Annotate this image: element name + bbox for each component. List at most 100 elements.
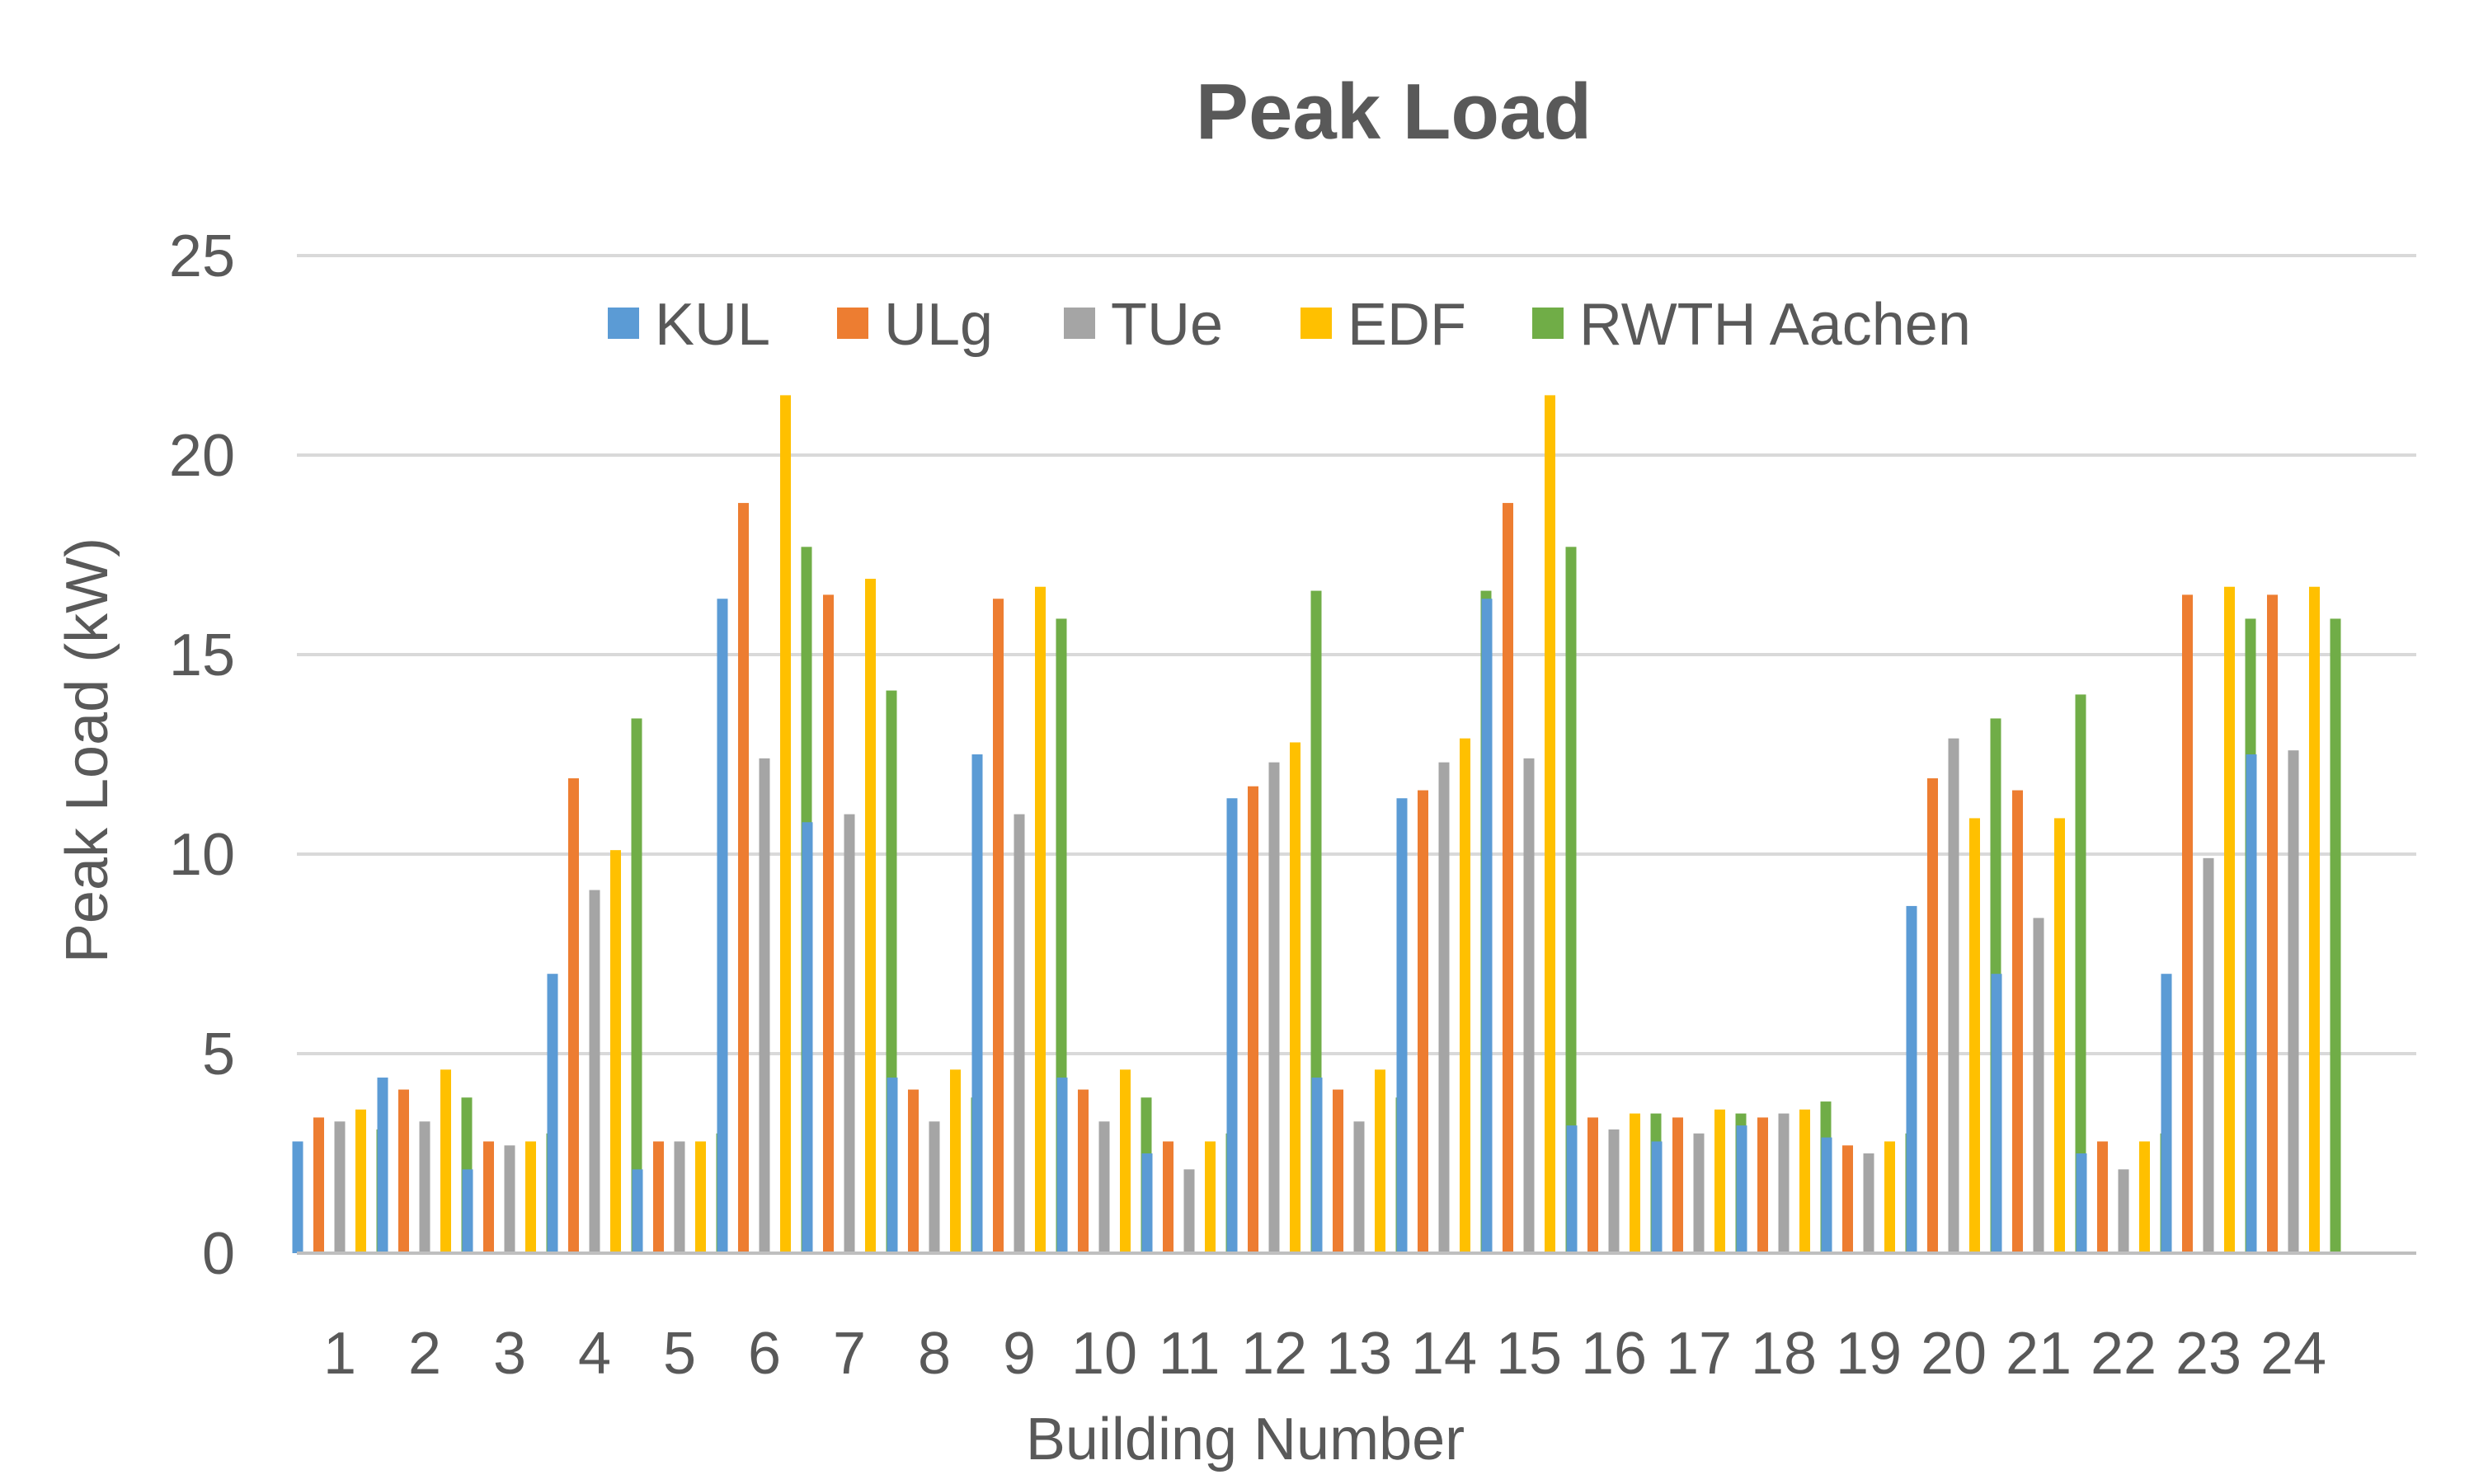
x-tick-label: 24	[2260, 1321, 2326, 1387]
y-tick-label: 5	[202, 1021, 235, 1087]
legend-label: RWTH Aachen	[1579, 292, 1971, 358]
bar-ulg	[1503, 503, 1513, 1253]
legend-swatch	[1532, 308, 1564, 339]
bar-ulg	[483, 1141, 494, 1253]
bar-ulg	[653, 1141, 664, 1253]
x-tick-label: 17	[1666, 1321, 1732, 1387]
bar-ulg	[1757, 1117, 1768, 1253]
y-axis-ticks: 0 5 10 15 20 25	[169, 223, 235, 1287]
bar-rwth-aachen	[1565, 547, 1577, 1253]
bar-kul	[717, 599, 728, 1253]
bar-kul	[1226, 798, 1238, 1253]
bar-edf	[525, 1141, 536, 1253]
x-tick-label: 11	[1159, 1321, 1221, 1387]
bar-tue	[1438, 762, 1450, 1253]
bar-ulg	[1842, 1145, 1853, 1253]
x-tick-label: 20	[1921, 1321, 1987, 1387]
bar-ulg	[738, 503, 749, 1253]
bar-kul	[1566, 1125, 1578, 1253]
bar-edf	[2309, 586, 2320, 1253]
bar-kul	[1821, 1137, 1832, 1253]
bar-edf	[2139, 1141, 2150, 1253]
bar-kul	[802, 822, 813, 1253]
bar-tue	[1268, 762, 1280, 1253]
x-tick-label: 10	[1071, 1321, 1137, 1387]
bar-kul	[292, 1141, 303, 1253]
bar-rwth-aachen	[631, 718, 642, 1253]
bar-edf	[1120, 1069, 1131, 1253]
bar-tue	[1863, 1153, 1874, 1253]
bar-kul	[377, 1078, 388, 1253]
bar-tue	[1608, 1129, 1620, 1253]
bar-ulg	[993, 599, 1004, 1253]
bar-tue	[1948, 738, 1959, 1253]
bar-tue	[504, 1145, 515, 1253]
bar-edf	[2224, 586, 2235, 1253]
bar-rwth-aachen	[2075, 694, 2086, 1253]
bar-edf	[1205, 1141, 1216, 1253]
legend-swatch	[837, 308, 868, 339]
x-tick-label: 7	[833, 1321, 866, 1387]
bar-edf	[1545, 395, 1555, 1253]
bar-edf	[950, 1069, 961, 1253]
bar-edf	[1375, 1069, 1385, 1253]
x-tick-label: 21	[2006, 1321, 2072, 1387]
legend-swatch	[1064, 308, 1095, 339]
x-axis-label: Building Number	[1026, 1407, 1465, 1472]
bar-tue	[1353, 1121, 1365, 1253]
legend-label: EDF	[1348, 292, 1466, 358]
bar-tue	[929, 1121, 940, 1253]
bar-rwth-aachen	[2330, 618, 2341, 1253]
x-tick-label: 15	[1496, 1321, 1562, 1387]
bar-edf	[1714, 1109, 1725, 1253]
x-tick-label: 1	[323, 1321, 356, 1387]
x-tick-label: 18	[1751, 1321, 1817, 1387]
bar-edf	[1799, 1109, 1810, 1253]
bar-ulg	[2012, 790, 2023, 1253]
bar-kul	[2246, 754, 2257, 1253]
legend-label: KUL	[655, 292, 770, 358]
bar-kul	[2161, 974, 2172, 1253]
x-tick-label: 3	[493, 1321, 526, 1387]
chart-title: Peak Load	[1196, 68, 1592, 156]
bar-ulg	[1333, 1089, 1343, 1253]
x-tick-label: 13	[1326, 1321, 1392, 1387]
bar-kul	[462, 1169, 473, 1253]
bar-tue	[589, 890, 600, 1253]
bar-tue	[1098, 1121, 1110, 1253]
x-tick-label: 23	[2175, 1321, 2241, 1387]
bar-kul	[887, 1078, 898, 1253]
y-axis-label: Peak Load (kW)	[54, 538, 120, 963]
bar-tue	[1778, 1113, 1790, 1253]
legend-swatch	[1300, 308, 1332, 339]
bar-tue	[1523, 758, 1535, 1253]
x-axis-ticks: 1 2 3 4 5 6 7 8 9 10 11 12 13 14 15 16 17 18 19 20 21 22 23 24	[323, 1321, 2326, 1387]
x-tick-label: 6	[748, 1321, 781, 1387]
legend: KUL ULg TUe EDF RWTH Aachen	[608, 292, 1971, 358]
bar-edf	[1290, 742, 1300, 1253]
bar-ulg	[1927, 778, 1938, 1253]
bar-ulg	[1163, 1141, 1174, 1253]
bar-kul	[1736, 1125, 1747, 1253]
bar-edf	[1035, 586, 1046, 1253]
bar-ulg	[1078, 1089, 1089, 1253]
x-tick-label: 4	[578, 1321, 611, 1387]
y-tick-label: 20	[169, 423, 235, 489]
bars	[292, 395, 2341, 1253]
bar-tue	[1014, 814, 1025, 1253]
bar-edf	[780, 395, 791, 1253]
bar-ulg	[568, 778, 579, 1253]
x-tick-label: 14	[1411, 1321, 1477, 1387]
bar-kul	[2076, 1153, 2087, 1253]
bar-edf	[1460, 738, 1470, 1253]
x-tick-label: 8	[918, 1321, 951, 1387]
bar-ulg	[2267, 594, 2278, 1253]
x-tick-label: 5	[663, 1321, 696, 1387]
bar-kul	[1311, 1078, 1323, 1253]
y-tick-label: 25	[169, 223, 235, 289]
bar-ulg	[1248, 786, 1258, 1253]
bar-tue	[844, 814, 855, 1253]
bar-kul	[1481, 599, 1493, 1253]
y-tick-label: 0	[202, 1221, 235, 1287]
bar-ulg	[823, 594, 834, 1253]
